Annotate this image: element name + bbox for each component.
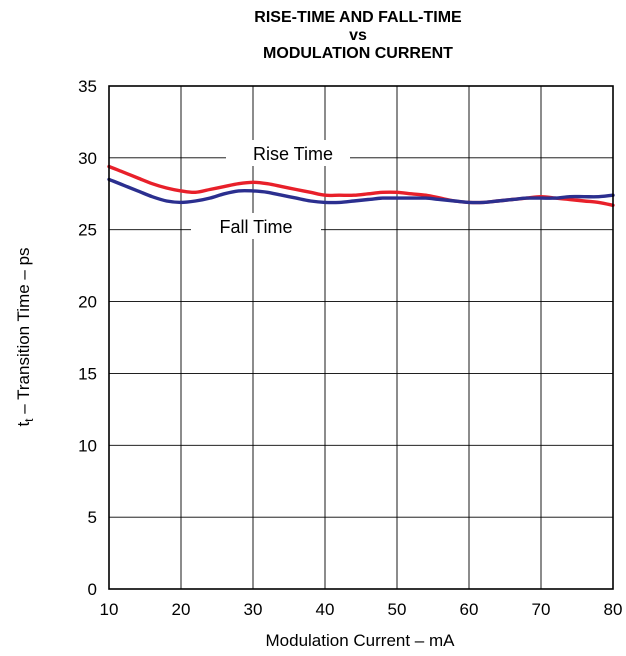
x-tick-label: 80 xyxy=(604,600,623,619)
y-axis-label: tt – Transition Time – ps xyxy=(14,247,36,426)
y-tick-label: 0 xyxy=(88,580,97,599)
y-axis-label-text: – Transition Time – ps xyxy=(14,247,33,418)
x-tick-label: 20 xyxy=(172,600,191,619)
annotation-fall-time-bg xyxy=(191,213,321,239)
series-layer xyxy=(107,164,615,207)
y-tick-labels: 0 5 10 15 20 25 30 35 xyxy=(78,77,97,599)
annotation-fall-time-label: Fall Time xyxy=(219,217,292,237)
y-tick-label: 35 xyxy=(78,77,97,96)
x-tick-label: 70 xyxy=(532,600,551,619)
chart-title: RISE-TIME AND FALL-TIME vs MODULATION CU… xyxy=(254,9,462,62)
y-axis-label-subscript: t xyxy=(22,418,36,422)
x-tick-label: 10 xyxy=(100,600,119,619)
grid xyxy=(109,86,613,589)
series-line-fall-time xyxy=(107,177,615,205)
x-tick-label: 30 xyxy=(244,600,263,619)
y-tick-label: 30 xyxy=(78,149,97,168)
x-tick-label: 50 xyxy=(388,600,407,619)
x-tick-labels: 10 20 30 40 50 60 70 80 xyxy=(100,600,623,619)
annotation-rise-time-label: Rise Time xyxy=(253,144,333,164)
plot-frame xyxy=(108,85,614,590)
y-tick-label: 15 xyxy=(78,364,97,383)
title-line-1: RISE-TIME AND FALL-TIME xyxy=(254,9,462,26)
annotation-rise-time-bg xyxy=(226,140,350,166)
x-tick-label: 40 xyxy=(316,600,335,619)
annotation-rise-time: Rise Time xyxy=(226,140,350,166)
title-line-3: MODULATION CURRENT xyxy=(263,45,453,62)
y-tick-label: 10 xyxy=(78,436,97,455)
x-tick-label: 60 xyxy=(460,600,479,619)
title-line-2: vs xyxy=(349,27,367,44)
y-axis-label-symbol: t xyxy=(14,422,33,427)
annotation-fall-time: Fall Time xyxy=(191,213,321,239)
y-tick-label: 20 xyxy=(78,293,97,312)
y-tick-label: 5 xyxy=(88,508,97,527)
y-tick-label: 25 xyxy=(78,221,97,240)
x-axis-label: Modulation Current – mA xyxy=(266,631,456,650)
